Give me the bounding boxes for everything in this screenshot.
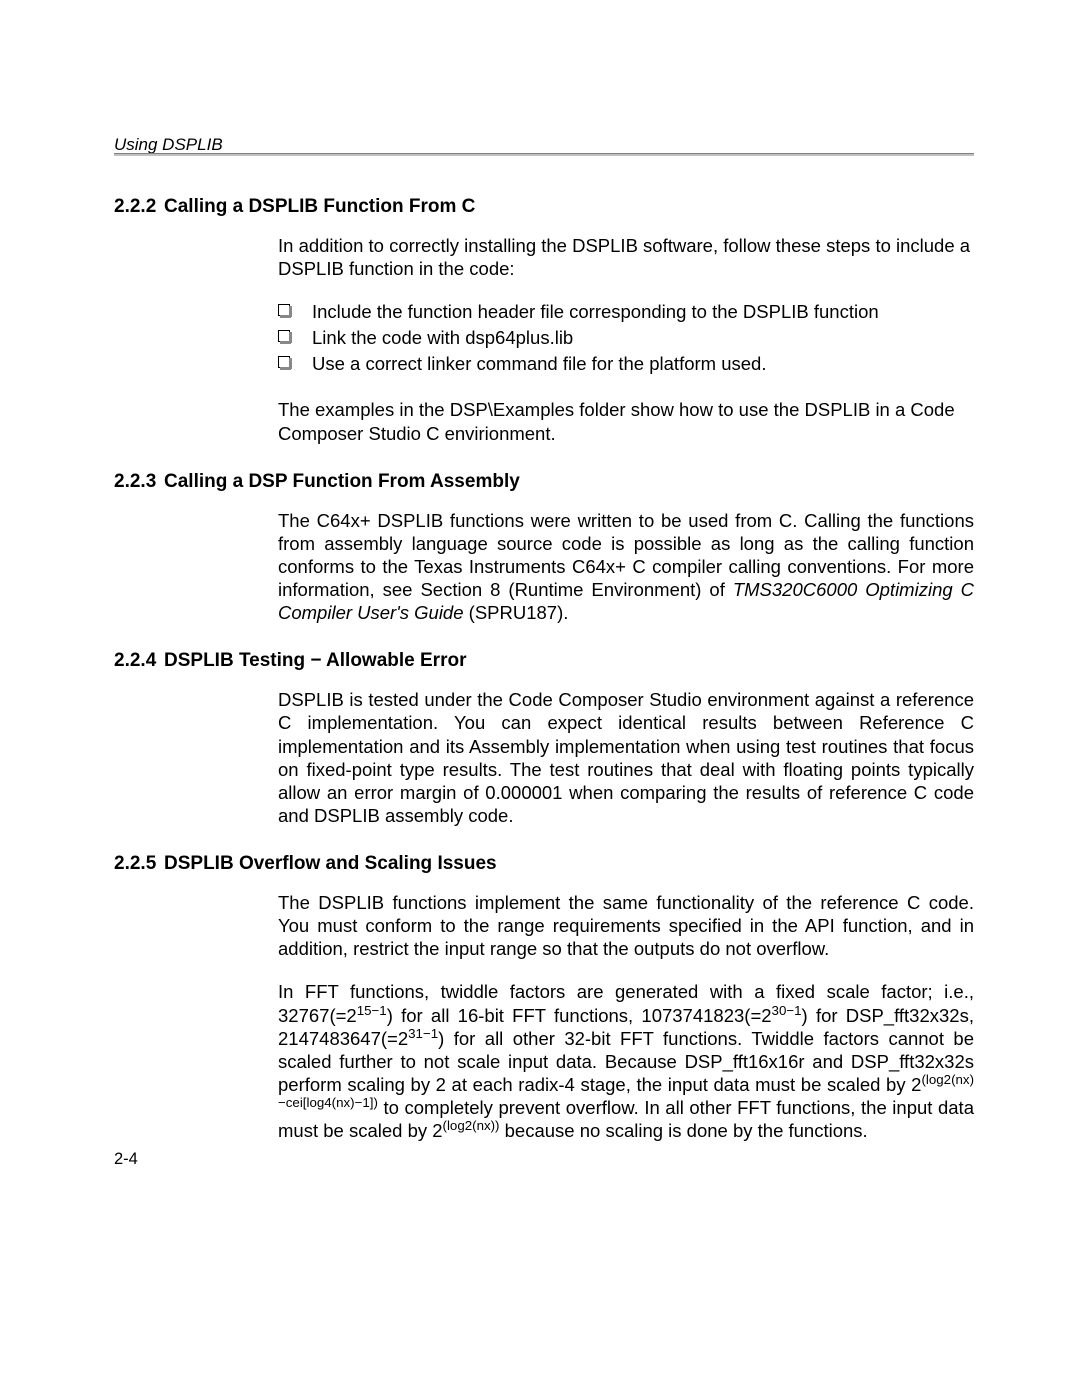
section-heading-224: 2.2.4 DSPLIB Testing − Allowable Error	[114, 650, 974, 672]
exponent: (log2(nx))	[443, 1118, 500, 1133]
section-title: Calling a DSP Function From Assembly	[164, 471, 520, 493]
list-item-label: Link the code with dsp64plus.lib	[312, 327, 573, 348]
paragraph: The DSPLIB functions implement the same …	[278, 891, 974, 960]
section-body-223: The C64x+ DSPLIB functions were written …	[278, 509, 974, 625]
section-heading-223: 2.2.3 Calling a DSP Function From Assemb…	[114, 471, 974, 493]
paragraph: The examples in the DSP\Examples folder …	[278, 398, 974, 444]
exponent: 31−1	[408, 1025, 438, 1040]
list-item-label: Include the function header file corresp…	[312, 301, 879, 322]
list-item: Include the function header file corresp…	[278, 300, 974, 324]
section-heading-222: 2.2.2 Calling a DSPLIB Function From C	[114, 196, 974, 218]
section-number: 2.2.2	[114, 196, 164, 218]
checkbox-icon	[278, 330, 290, 342]
paragraph: The C64x+ DSPLIB functions were written …	[278, 509, 974, 625]
exponent: 15−1	[357, 1002, 387, 1017]
text-run: because no scaling is done by the functi…	[500, 1120, 868, 1141]
section-body-225: The DSPLIB functions implement the same …	[278, 891, 974, 1142]
section-title: DSPLIB Testing − Allowable Error	[164, 650, 466, 672]
checkbox-icon	[278, 356, 290, 368]
header-rule	[114, 153, 974, 156]
paragraph: In FFT functions, twiddle factors are ge…	[278, 980, 974, 1142]
section-number: 2.2.4	[114, 650, 164, 672]
page-content: 2.2.2 Calling a DSPLIB Function From C I…	[114, 190, 974, 1162]
paragraph: In addition to correctly installing the …	[278, 234, 974, 280]
section-title: Calling a DSPLIB Function From C	[164, 196, 475, 218]
section-body-222: In addition to correctly installing the …	[278, 234, 974, 445]
list-item: Link the code with dsp64plus.lib	[278, 326, 974, 350]
list-item-label: Use a correct linker command file for th…	[312, 353, 766, 374]
text-run: ) for all 16-bit FFT functions, 10737418…	[387, 1005, 772, 1026]
running-header: Using DSPLIB	[114, 135, 223, 155]
bullet-list: Include the function header file corresp…	[278, 300, 974, 376]
section-body-224: DSPLIB is tested under the Code Composer…	[278, 688, 974, 827]
page-number: 2-4	[114, 1150, 138, 1169]
section-number: 2.2.3	[114, 471, 164, 493]
section-heading-225: 2.2.5 DSPLIB Overflow and Scaling Issues	[114, 853, 974, 875]
section-title: DSPLIB Overflow and Scaling Issues	[164, 853, 497, 875]
page: Using DSPLIB 2.2.2 Calling a DSPLIB Func…	[0, 0, 1080, 1397]
list-item: Use a correct linker command file for th…	[278, 352, 974, 376]
paragraph: DSPLIB is tested under the Code Composer…	[278, 688, 974, 827]
text-run: (SPRU187).	[464, 602, 569, 623]
section-number: 2.2.5	[114, 853, 164, 875]
checkbox-icon	[278, 304, 290, 316]
exponent: 30−1	[772, 1002, 802, 1017]
